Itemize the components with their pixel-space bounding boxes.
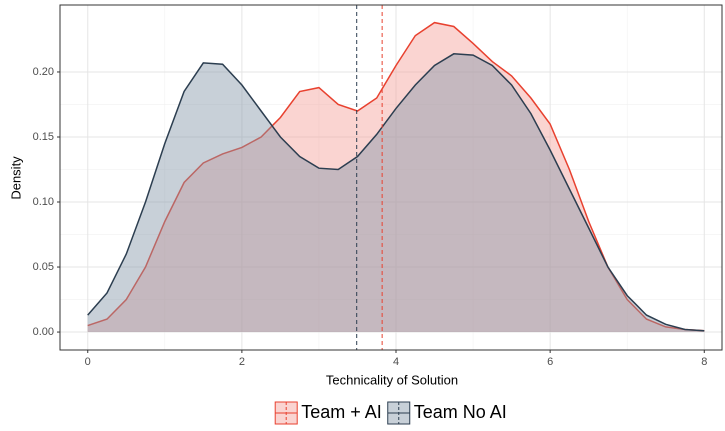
x-tick-label: 6: [547, 356, 553, 368]
y-tick-label: 0.10: [33, 196, 54, 208]
density-line: [87, 53, 705, 332]
x-tick-label: 4: [393, 356, 399, 368]
y-tick-label: 0.20: [33, 66, 54, 78]
x-axis-title: Technicality of Solution: [326, 372, 458, 387]
density-area: [87, 22, 705, 333]
x-tick-label: 2: [239, 356, 245, 368]
panel-border: [59, 4, 723, 351]
y-tick-label: 0.05: [33, 261, 54, 273]
y-tick-label: 0.15: [33, 131, 54, 143]
legend-label: Team No AI: [414, 402, 507, 422]
density-area: [87, 53, 705, 333]
density-line: [87, 21, 705, 332]
y-tick-label: 0.00: [33, 326, 54, 338]
legend-label: Team + AI: [301, 402, 382, 422]
y-axis-title: Density: [8, 156, 23, 200]
x-tick-label: 8: [701, 356, 707, 368]
legend: Team + AI Team No AI: [274, 401, 507, 425]
x-tick-label: 0: [85, 356, 91, 368]
